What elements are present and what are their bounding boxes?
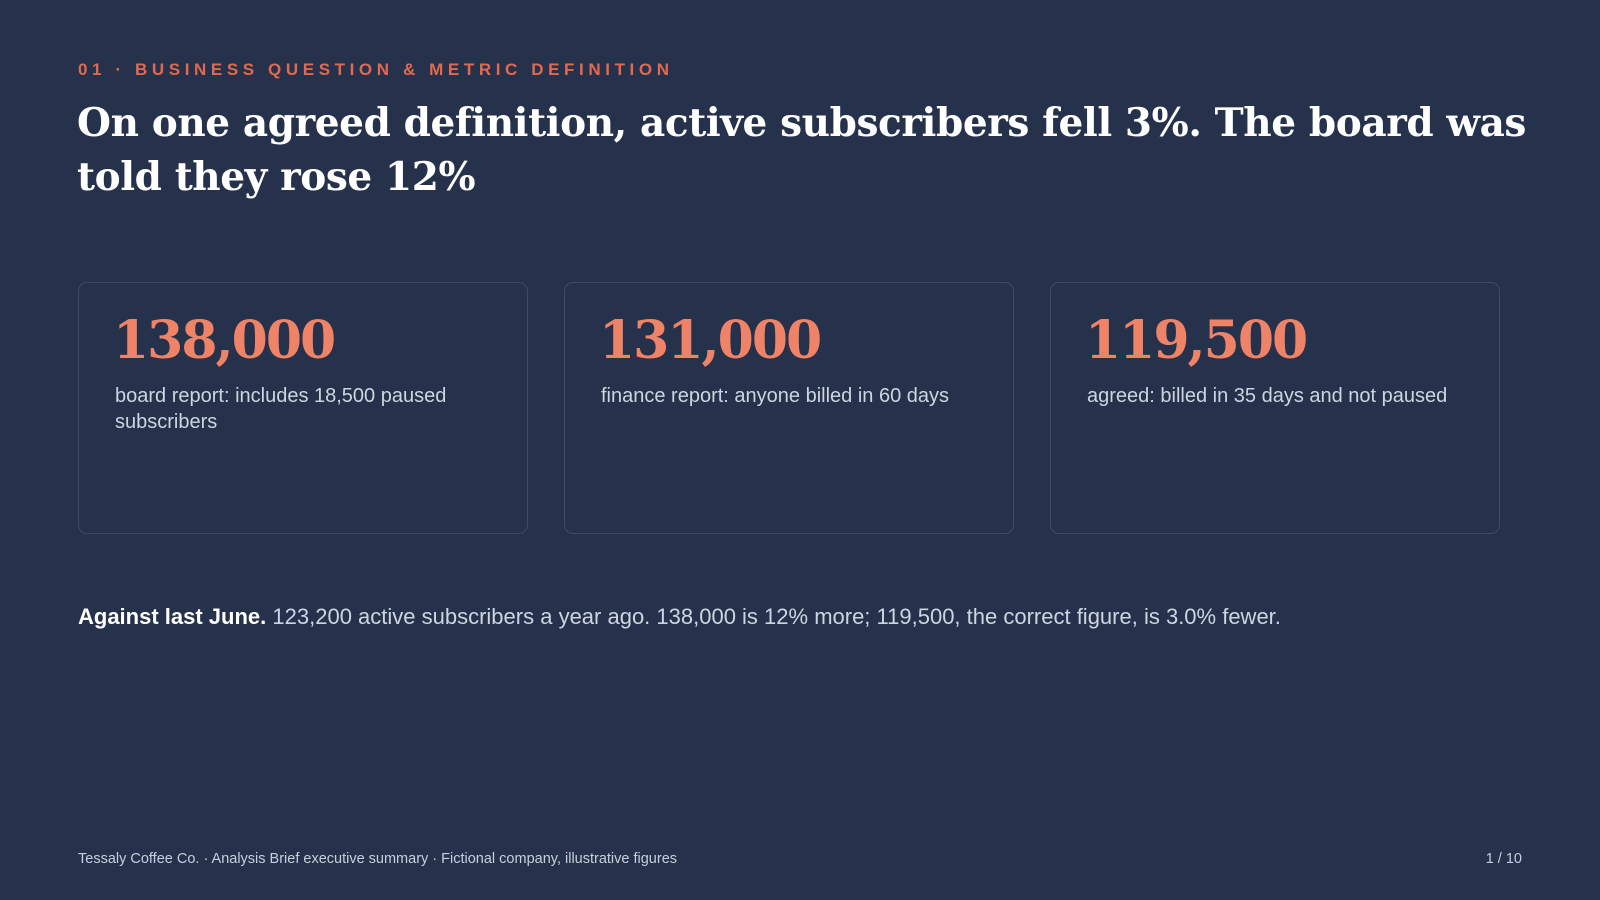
- kpi-description: board report: includes 18,500 paused sub…: [115, 385, 447, 433]
- footer-source: Tessaly Coffee Co. · Analysis Brief exec…: [78, 851, 678, 867]
- kpi-description: finance report: anyone billed in 60 days: [601, 385, 950, 407]
- kpi-value: 119,500: [1085, 310, 1308, 371]
- comparison-note-text: 123,200 active subscribers a year ago. 1…: [272, 604, 1281, 629]
- kpi-card-agreed-definition: 119,500 agreed: billed in 35 days and no…: [1050, 282, 1500, 534]
- slide-title: On one agreed definition, active subscri…: [77, 100, 1526, 200]
- comparison-note-lead: Against last June.: [78, 604, 267, 629]
- kpi-description: agreed: billed in 35 days and not paused: [1087, 385, 1448, 407]
- comparison-note: Against last June. 123,200 active subscr…: [78, 602, 1518, 632]
- page-number: 1 / 10: [1485, 851, 1522, 867]
- kpi-value: 131,000: [599, 310, 822, 371]
- kpi-card-finance-report: 131,000 finance report: anyone billed in…: [564, 282, 1014, 534]
- kpi-card-board-report: 138,000 board report: includes 18,500 pa…: [78, 282, 528, 534]
- kpi-value: 138,000: [113, 310, 336, 371]
- kpi-cards: 138,000 board report: includes 18,500 pa…: [78, 282, 1500, 534]
- section-eyebrow: 01 · BUSINESS QUESTION & METRIC DEFINITI…: [78, 60, 674, 79]
